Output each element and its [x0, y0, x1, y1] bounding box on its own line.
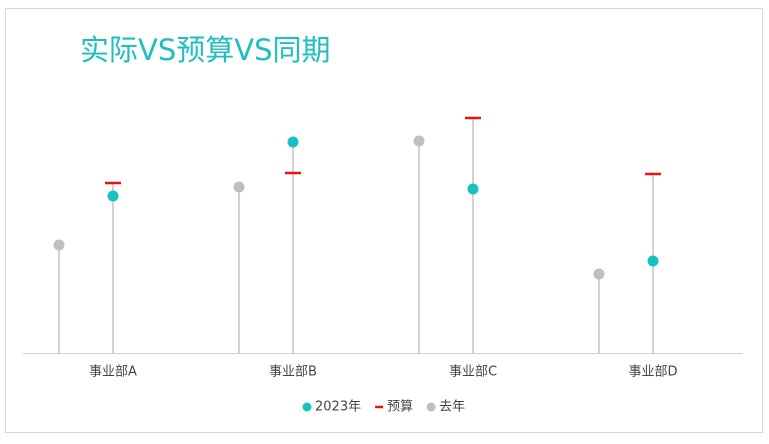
legend-label: 预算	[387, 400, 413, 415]
point	[467, 183, 479, 195]
legend-label: 去年	[439, 400, 465, 415]
x-tick-label: 事业部B	[269, 365, 317, 380]
point	[593, 268, 605, 280]
x-tick-label: 事业部A	[89, 365, 137, 380]
point	[233, 181, 245, 193]
legend-label: 2023年	[315, 400, 361, 415]
point	[647, 255, 659, 267]
point	[107, 190, 119, 202]
chart-frame	[5, 8, 763, 433]
point	[287, 136, 299, 148]
point	[413, 135, 425, 147]
legend-swatch	[426, 402, 436, 412]
legend-swatch	[302, 402, 312, 412]
point	[53, 239, 65, 251]
chart-title: 实际VS预算VS同期	[80, 33, 331, 67]
x-tick-label: 事业部C	[449, 365, 497, 380]
x-tick-label: 事业部D	[628, 365, 677, 380]
